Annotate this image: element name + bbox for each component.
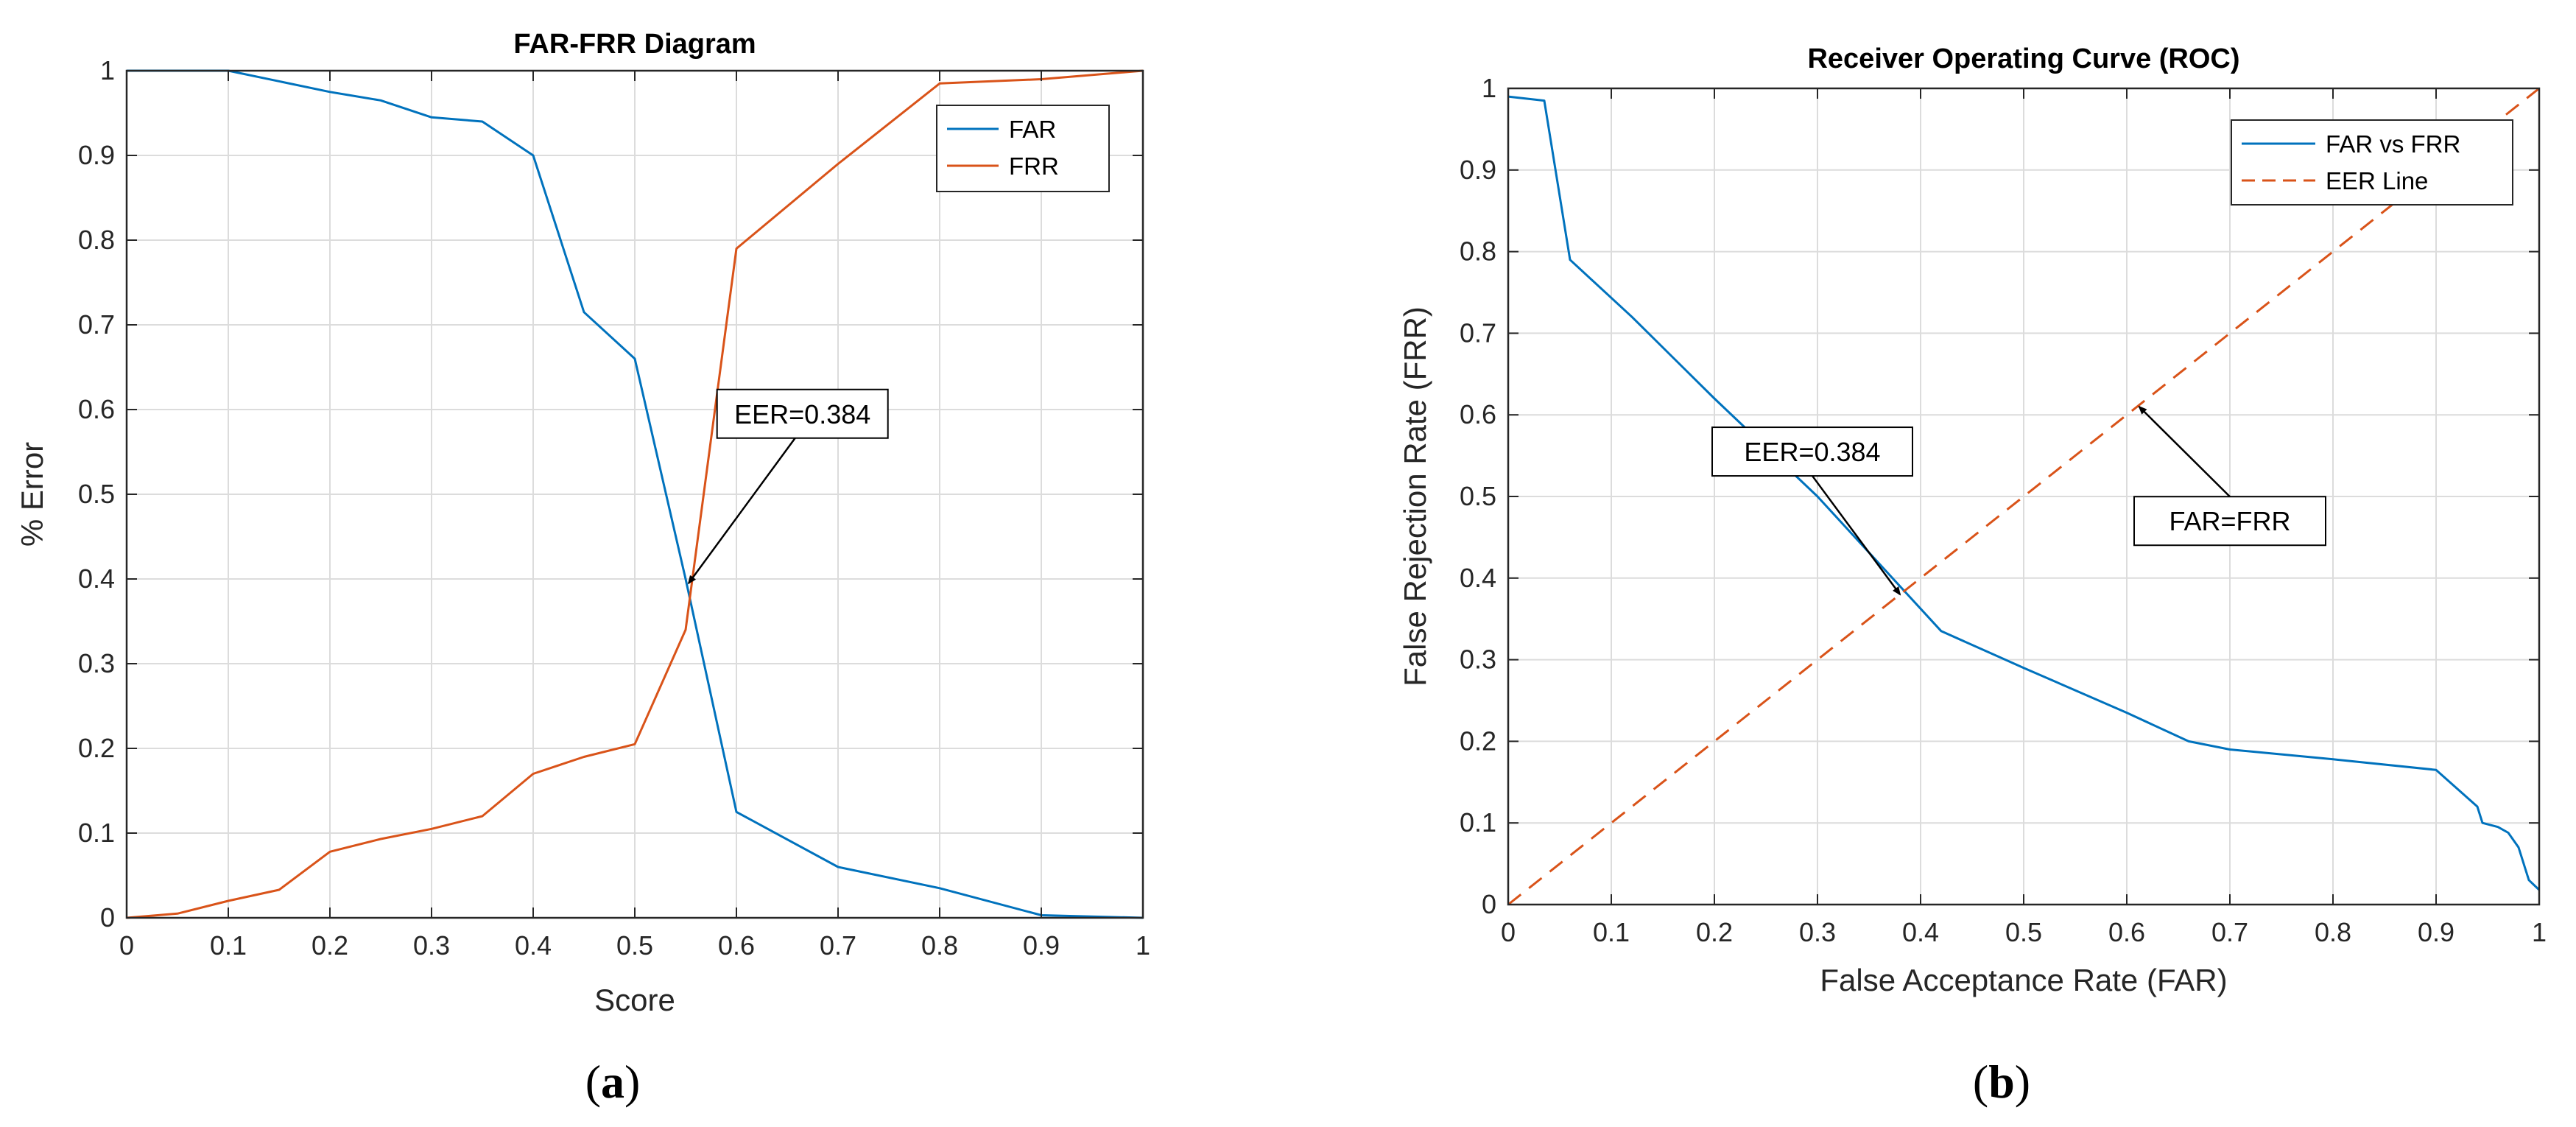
y-tick-label: 0.6: [1460, 399, 1496, 429]
x-tick-label: 0.9: [2418, 917, 2454, 947]
x-tick-label: 0.2: [1696, 917, 1733, 947]
x-tick-label: 0.5: [616, 930, 653, 961]
x-tick-label: 0.4: [515, 930, 552, 961]
panel-caption: (b): [1973, 1056, 2030, 1108]
legend-label: FAR vs FRR: [2326, 130, 2460, 158]
x-tick-label: 0.3: [413, 930, 450, 961]
chart-b: 0 0.1 0.2 0.3 0.4 0.5 0.6 0.7 0.8 0.9 1 0 0.1 0.2 0.3 0…: [1398, 43, 2547, 1108]
x-tick-label: 0.1: [210, 930, 247, 961]
y-tick-label: 0: [100, 902, 115, 933]
x-axis-label: Score: [594, 983, 675, 1017]
y-axis-label: % Error: [15, 442, 49, 547]
annotation-box: [2133, 496, 2326, 547]
x-tick-label: 0.6: [718, 930, 755, 961]
legend-label: EER Line: [2326, 167, 2428, 194]
series-line-far: [127, 69, 1144, 919]
y-tick-label: 0.9: [78, 140, 115, 170]
chart-title: FAR-FRR Diagram: [513, 29, 756, 60]
legend: FAR vs FRR EER Line: [2231, 119, 2513, 206]
y-tick-label: 0.3: [78, 648, 115, 678]
y-tick-label: 0: [1482, 889, 1496, 919]
legend-box: [936, 105, 1110, 192]
annotation: EER=0.384: [1711, 426, 1913, 596]
legend-box: [2231, 119, 2513, 206]
annotation-label: EER=0.384: [734, 399, 870, 429]
annotation-box: [716, 388, 889, 439]
x-tick-label: 0.1: [1593, 917, 1630, 947]
chart-a: 0 0.1 0.2 0.3 0.4 0.5 0.6 0.7 0.8 0.9 1 0 0.1 0.2 0.3 0…: [15, 29, 1150, 1108]
series-line-eer-line: [1507, 87, 2540, 906]
y-tick-label: 0.4: [78, 564, 115, 594]
chart-title: Receiver Operating Curve (ROC): [1807, 43, 2239, 74]
y-tick-label: 1: [1482, 73, 1496, 103]
y-tick-label: 0.5: [78, 479, 115, 509]
x-tick-label: 0.7: [2211, 917, 2248, 947]
y-tick-label: 0.8: [78, 225, 115, 255]
y-tick-label: 0.1: [78, 818, 115, 848]
panel-caption: (a): [585, 1056, 641, 1108]
y-tick-label: 0.5: [1460, 481, 1496, 511]
y-tick-label: 0.9: [1460, 155, 1496, 185]
x-tick-label: 0.6: [2108, 917, 2145, 947]
y-tick-label: 0.1: [1460, 807, 1496, 838]
x-tick-label: 0.4: [1902, 917, 1939, 947]
x-tick-label: 0.9: [1023, 930, 1060, 961]
annotation-label: EER=0.384: [1744, 437, 1880, 467]
legend-label: FRR: [1009, 152, 1059, 180]
legend: FAR FRR: [936, 105, 1110, 192]
series-line-far-vs-frr: [1507, 95, 2541, 891]
y-tick-label: 0.2: [78, 733, 115, 763]
y-tick-label: 0.8: [1460, 236, 1496, 267]
annotation-arrow: [2138, 405, 2231, 498]
y-tick-label: 0.3: [1460, 645, 1496, 675]
x-tick-label: 1: [1136, 930, 1150, 961]
x-tick-label: 0: [119, 930, 134, 961]
x-tick-label: 0.5: [2005, 917, 2042, 947]
y-tick-label: 1: [100, 55, 115, 85]
x-tick-label: 0.2: [312, 930, 348, 961]
annotation: EER=0.384: [687, 388, 889, 585]
x-tick-label: 0: [1501, 917, 1516, 947]
x-axis-label: False Acceptance Rate (FAR): [1820, 963, 2227, 997]
annotation-box: [1711, 426, 1913, 477]
x-tick-label: 0.8: [921, 930, 958, 961]
series-line-frr: [126, 69, 1144, 919]
y-tick-label: 0.6: [78, 394, 115, 424]
annotation-arrow: [687, 438, 796, 585]
annotation: FAR=FRR: [2133, 405, 2326, 547]
x-tick-label: 0.7: [820, 930, 856, 961]
y-axis-label: False Rejection Rate (FRR): [1398, 306, 1432, 687]
y-tick-label: 0.7: [1460, 317, 1496, 348]
x-tick-label: 0.3: [1799, 917, 1836, 947]
x-tick-label: 1: [2532, 917, 2547, 947]
legend-label: FAR: [1009, 116, 1056, 143]
annotation-label: FAR=FRR: [2169, 506, 2290, 536]
annotation-arrow: [1811, 475, 1901, 596]
y-tick-label: 0.7: [78, 309, 115, 340]
y-tick-label: 0.2: [1460, 726, 1496, 756]
x-tick-label: 0.8: [2315, 917, 2351, 947]
y-tick-label: 0.4: [1460, 563, 1496, 593]
